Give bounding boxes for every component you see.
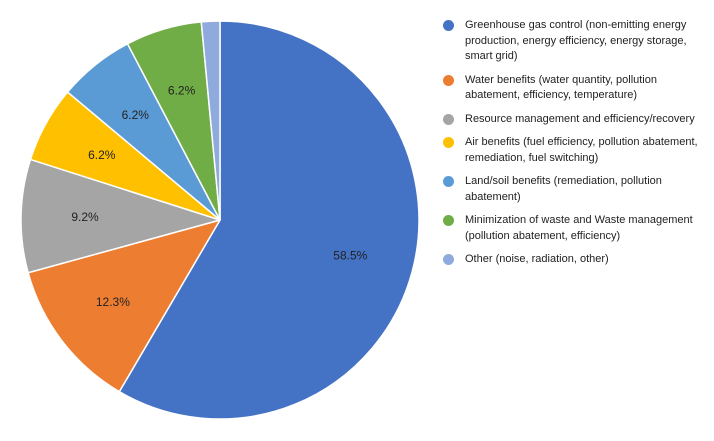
pie-slices: [20, 20, 420, 420]
legend-label: Land/soil benefits (remediation, polluti…: [465, 175, 662, 203]
legend-swatch: [443, 215, 454, 226]
pie-slice: [118, 20, 420, 420]
pie-slice: [20, 158, 221, 274]
legend-item: Land/soil benefits (remediation, polluti…: [443, 174, 705, 205]
chart-legend: Greenhouse gas control (non-emitting ene…: [443, 18, 705, 276]
legend-swatch: [443, 176, 454, 187]
legend-swatch: [443, 20, 454, 31]
legend-label: Minimization of waste and Waste manageme…: [465, 214, 693, 242]
slice-data-label: 6.2%: [168, 84, 196, 98]
pie-slice: [200, 20, 221, 221]
slice-data-label: 12.3%: [96, 295, 130, 309]
legend-item: Air benefits (fuel efficiency, pollution…: [443, 135, 705, 166]
legend-swatch: [443, 113, 454, 125]
legend-label: Water benefits (water quantity, pollutio…: [465, 73, 657, 102]
legend-label: Resource management and efficiency/recov…: [465, 112, 695, 125]
slice-data-label: 58.5%: [333, 248, 367, 262]
slice-data-label: 9.2%: [71, 210, 99, 224]
legend-label: Greenhouse gas control (non-emitting ene…: [465, 19, 687, 62]
legend-swatch: [443, 254, 454, 265]
legend-item: Minimization of waste and Waste manageme…: [443, 213, 705, 244]
pie-slice: [27, 219, 221, 393]
legend-item: Greenhouse gas control (non-emitting ene…: [443, 18, 705, 65]
legend-label: Other (noise, radiation, other): [465, 253, 609, 265]
legend-item: Other (noise, radiation, other): [443, 252, 705, 268]
legend-swatch: [443, 137, 454, 148]
slice-data-label: 6.2%: [88, 148, 116, 162]
legend-label: Air benefits (fuel efficiency, pollution…: [465, 136, 698, 164]
legend-item: Resource management and efficiency/recov…: [443, 112, 705, 128]
slice-data-label: 6.2%: [122, 108, 150, 122]
pie-data-labels: 58.5% 12.3% 9.2% 6.2% 6.2% 6.2%: [71, 84, 367, 310]
legend-item: Water benefits (water quantity, pollutio…: [443, 73, 705, 104]
legend-swatch: [443, 74, 454, 86]
